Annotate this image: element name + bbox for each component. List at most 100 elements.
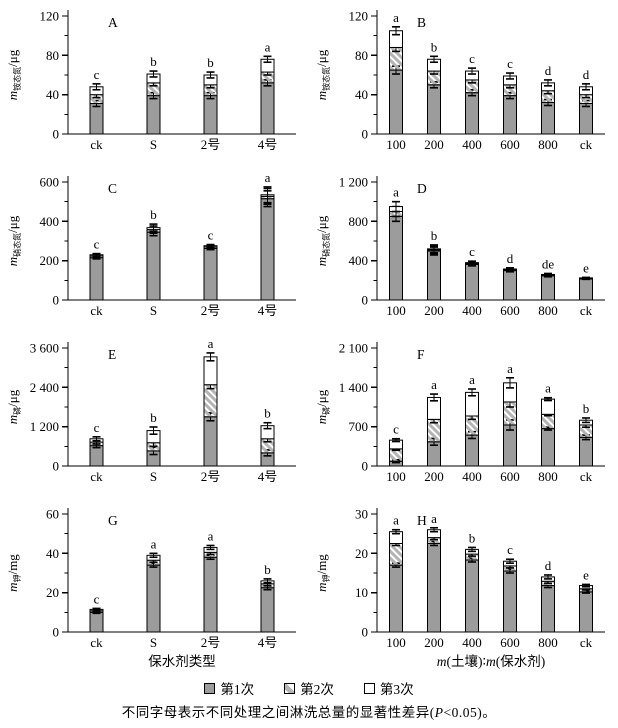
y-tick-label: 0 xyxy=(53,127,60,142)
bar-B-ck-seg1 xyxy=(579,103,593,135)
legend-label-first: 第1次 xyxy=(220,682,255,697)
significance-letter: b xyxy=(264,406,271,421)
bar-D-100-seg1 xyxy=(389,215,403,301)
panel-letter: A xyxy=(108,15,118,30)
panel-A-chart: 0 40 80 120 m铵态氮/μg Ac ck b Sb 2号 a 4号 xyxy=(5,9,296,152)
panel-F-chart: 0 700 1 400 2 100 m磷/μg Fc 100 a 200 a 400 a 600 a 800… xyxy=(314,341,605,484)
significance-letter: a xyxy=(393,513,399,528)
significance-letter: e xyxy=(583,567,589,582)
y-tick-label: 20 xyxy=(355,546,368,561)
significance-letter: c xyxy=(94,67,100,82)
significance-letter: a xyxy=(393,185,399,200)
x-category-label: S xyxy=(150,303,157,318)
y-tick-label: 600 xyxy=(40,175,60,190)
bar-C-4号-seg1 xyxy=(260,198,275,301)
significance-letter: a xyxy=(265,39,271,54)
x-category-label: ck xyxy=(580,469,593,484)
significance-letter: b xyxy=(583,401,590,416)
significance-letter: b xyxy=(207,55,214,70)
y-tick-label: 800 xyxy=(349,214,369,229)
significance-letter: c xyxy=(94,591,100,606)
legend-label-second: 第2次 xyxy=(300,682,334,697)
bar-B-100-seg1 xyxy=(389,69,403,135)
x-axis-title: 保水剂类型 xyxy=(148,654,216,669)
bar-G-4号-seg1 xyxy=(260,587,275,633)
x-axis-title: m(土壤)∶m(保水剂) xyxy=(437,653,546,669)
bar-C-2号-seg1 xyxy=(203,247,218,301)
solid-swatch-icon xyxy=(204,682,216,694)
significance-letter: a xyxy=(151,536,157,551)
panel-letter: C xyxy=(108,181,117,196)
significance-letter: b xyxy=(150,54,157,69)
x-category-label: 600 xyxy=(500,137,520,152)
x-category-label: 2号 xyxy=(201,469,221,484)
x-category-label: S xyxy=(150,635,157,650)
y-tick-label: 60 xyxy=(46,507,59,522)
panel-H-chart: 0 10 20 30 m钾/mg Ha 100 a 200 b 400 c 600 d 800 e ck m(土壤… xyxy=(314,507,605,669)
legend-item-second-leaching: 第2次 xyxy=(284,678,334,698)
significance-letter: a xyxy=(431,377,437,392)
bar-B-200-seg1 xyxy=(427,84,441,135)
significance-letter: b xyxy=(150,410,157,425)
y-tick-label: 80 xyxy=(46,48,59,63)
x-category-label: ck xyxy=(90,303,103,318)
panel-letter: H xyxy=(417,513,427,528)
y-axis-title: m铵态氮/μg xyxy=(314,49,331,100)
y-tick-label: 0 xyxy=(362,459,369,474)
panel-letter: E xyxy=(108,347,116,362)
bar-H-600-seg1 xyxy=(503,570,517,633)
significance-letter: c xyxy=(469,51,475,66)
x-category-label: 100 xyxy=(386,469,406,484)
bar-B-800-seg1 xyxy=(541,102,555,135)
x-category-label: 600 xyxy=(500,635,520,650)
significance-letter: c xyxy=(507,56,513,71)
y-tick-label: 400 xyxy=(40,214,60,229)
y-axis-title: m钾/mg xyxy=(5,554,22,592)
y-tick-label: 2 400 xyxy=(30,380,59,395)
bar-E-2号-seg2 xyxy=(203,384,218,418)
significance-letter: a xyxy=(469,372,475,387)
x-category-label: ck xyxy=(580,137,593,152)
x-category-label: 2号 xyxy=(201,303,221,318)
x-category-label: 600 xyxy=(500,303,520,318)
y-tick-label: 1 200 xyxy=(339,175,368,190)
y-tick-label: 120 xyxy=(40,9,60,24)
x-category-label: ck xyxy=(580,635,593,650)
bar-G-2号-seg1 xyxy=(203,556,218,633)
significance-letter: b xyxy=(431,228,438,243)
significance-letter: c xyxy=(469,244,475,259)
x-category-label: 800 xyxy=(538,137,558,152)
bar-H-800-seg1 xyxy=(541,585,555,633)
bar-D-600-seg1 xyxy=(503,270,517,301)
x-category-label: 2号 xyxy=(201,137,221,152)
y-axis-title: m钾/mg xyxy=(314,554,331,592)
x-category-label: 600 xyxy=(500,469,520,484)
significance-letter: b xyxy=(431,39,438,54)
bar-A-2号-seg1 xyxy=(203,95,218,135)
y-tick-label: 30 xyxy=(355,507,368,522)
y-tick-label: 400 xyxy=(349,253,369,268)
x-category-label: 400 xyxy=(462,303,482,318)
y-tick-label: 10 xyxy=(355,585,368,600)
x-category-label: 200 xyxy=(424,303,444,318)
y-tick-label: 0 xyxy=(53,459,60,474)
bar-D-200-seg1 xyxy=(427,250,441,301)
x-category-label: 400 xyxy=(462,137,482,152)
panel-B-chart: 0 40 80 120 m铵态氮/μg Ba 100 b 200 c 400 c 600 d 800 d ck xyxy=(314,9,605,152)
x-category-label: ck xyxy=(90,137,103,152)
bar-A-4号-seg1 xyxy=(260,82,275,135)
x-category-label: 800 xyxy=(538,635,558,650)
significance-letter: de xyxy=(542,256,555,271)
x-category-label: 4号 xyxy=(258,137,278,152)
x-category-label: 800 xyxy=(538,303,558,318)
legend-item-third-leaching: 第3次 xyxy=(363,678,414,698)
legend-item-first-leaching: 第1次 xyxy=(204,678,254,698)
bar-F-800-seg1 xyxy=(541,428,555,467)
x-category-label: 200 xyxy=(424,635,444,650)
y-axis-title: m铵态氮/μg xyxy=(5,49,22,100)
significance-letter: c xyxy=(94,237,100,252)
